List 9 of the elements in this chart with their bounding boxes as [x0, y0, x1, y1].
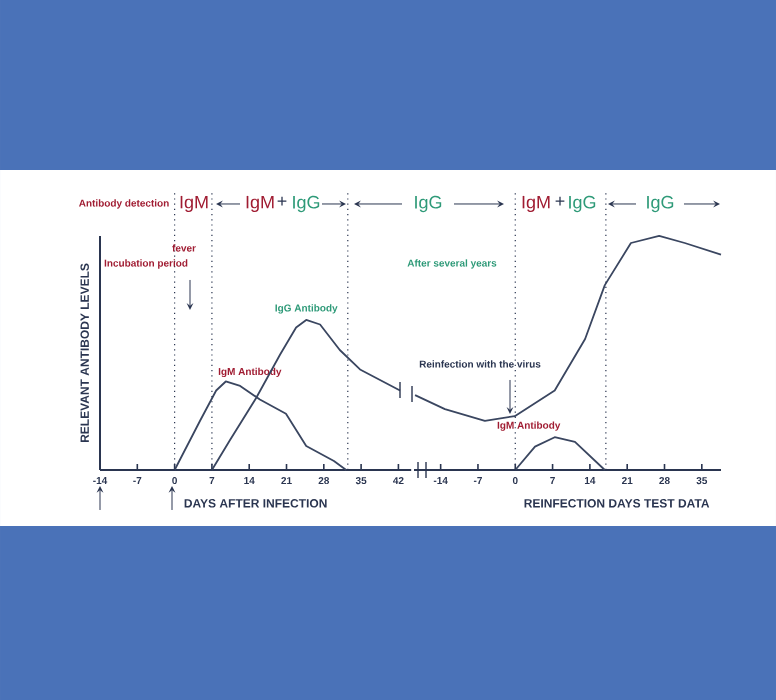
text: IgG — [415, 195, 442, 213]
text: IgG — [647, 195, 674, 213]
text: IgM — [522, 195, 550, 213]
text: IgG — [569, 195, 596, 213]
text: + — [555, 196, 565, 206]
text: IgG — [293, 195, 320, 213]
text: IgM — [180, 195, 208, 213]
text: + — [277, 196, 287, 206]
text: IgM — [246, 195, 274, 213]
